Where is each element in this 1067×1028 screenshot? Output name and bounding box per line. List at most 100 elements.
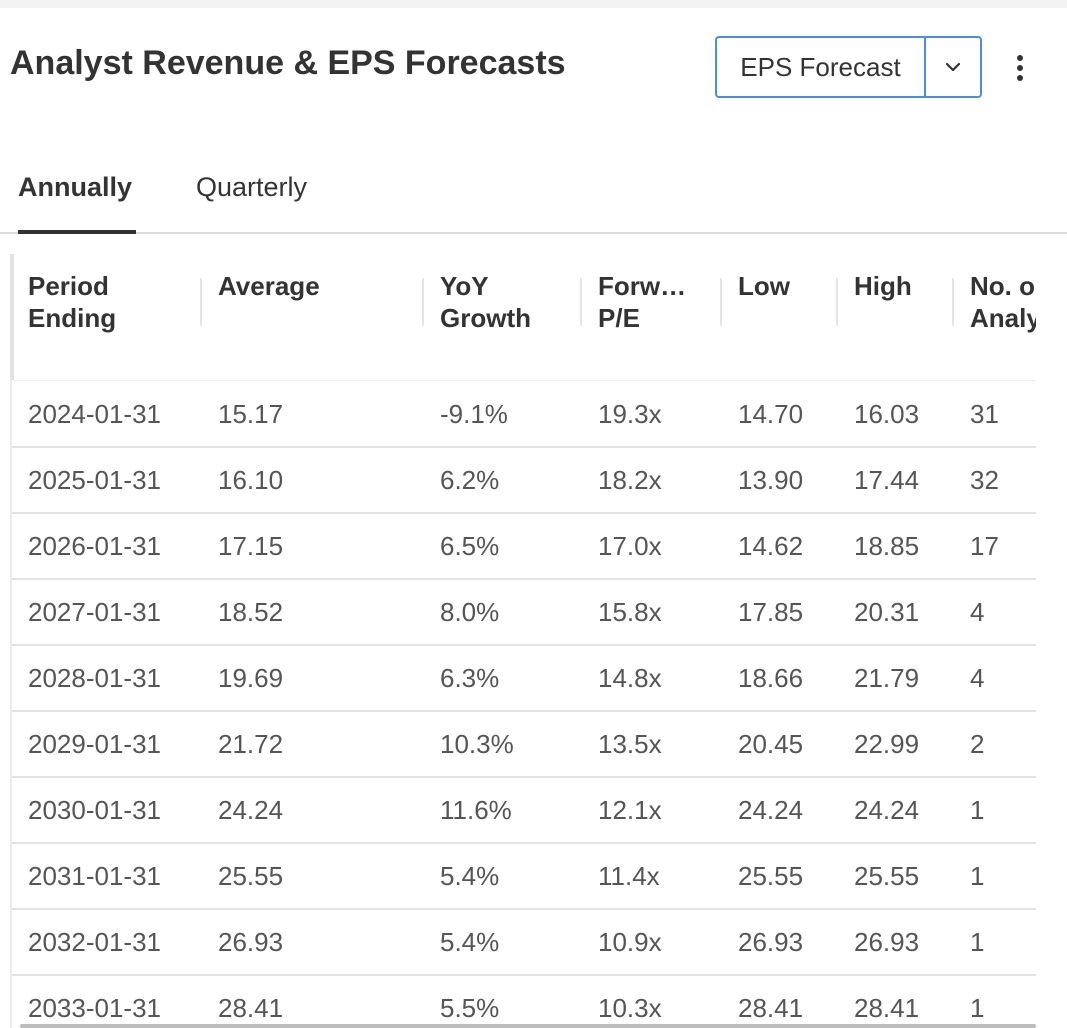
cell-average: 17.15: [218, 531, 284, 561]
cell-high: 24.24: [854, 795, 920, 825]
cell-yoy-growth: 5.4%: [440, 927, 500, 957]
cell-high: 20.31: [854, 597, 920, 627]
cell-period-ending: 2027-01-31: [28, 597, 161, 627]
column-header-low[interactable]: Low: [738, 270, 838, 302]
column-header-line: High: [854, 271, 912, 301]
column-header-line: Ending: [28, 303, 117, 333]
table-row: 2024-01-31 15.17 -9.1% 19.3x 14.70 16.03…: [12, 382, 1036, 448]
column-header-line: Growth: [440, 303, 531, 333]
cell-analyst-count: 4: [970, 663, 985, 693]
cell-period-ending: 2025-01-31: [28, 465, 161, 495]
chevron-down-icon[interactable]: [926, 38, 980, 96]
cell-yoy-growth: -9.1%: [440, 399, 508, 429]
cell-yoy-growth: 11.6%: [440, 795, 512, 825]
column-header-high[interactable]: High: [854, 270, 954, 302]
cell-low: 14.70: [738, 399, 804, 429]
cell-low: 25.55: [738, 861, 804, 891]
cell-average: 19.69: [218, 663, 284, 693]
table-row: 2028-01-31 19.69 6.3% 14.8x 18.66 21.79 …: [12, 646, 1036, 712]
horizontal-scrollbar[interactable]: [20, 1024, 1036, 1028]
column-header-period-ending[interactable]: Period Ending: [28, 270, 198, 334]
cell-analyst-count: 1: [970, 927, 985, 957]
cell-forward-pe: 15.8x: [598, 597, 662, 627]
column-divider: [422, 278, 424, 326]
cell-low: 28.41: [738, 993, 804, 1023]
column-header-line: Period: [28, 271, 109, 301]
cell-high: 21.79: [854, 663, 920, 693]
column-header-line: P/E: [598, 303, 640, 333]
cell-forward-pe: 18.2x: [598, 465, 662, 495]
cell-high: 25.55: [854, 861, 920, 891]
table-row: 2026-01-31 17.15 6.5% 17.0x 14.62 18.85 …: [12, 514, 1036, 580]
column-header-line: Low: [738, 271, 790, 301]
cell-forward-pe: 10.3x: [598, 993, 662, 1023]
forecast-table: Period Ending Average YoY Growth Forw… P…: [10, 254, 1036, 1028]
cell-period-ending: 2026-01-31: [28, 531, 161, 561]
cell-forward-pe: 12.1x: [598, 795, 662, 825]
cell-low: 18.66: [738, 663, 804, 693]
cell-yoy-growth: 6.3%: [440, 663, 500, 693]
column-header-line: Average: [218, 271, 320, 301]
column-header-yoy-growth[interactable]: YoY Growth: [440, 270, 580, 334]
column-divider: [580, 278, 582, 326]
table-row: 2032-01-31 26.93 5.4% 10.9x 26.93 26.93 …: [12, 910, 1036, 976]
cell-average: 15.17: [218, 399, 284, 429]
cell-analyst-count: 32: [970, 465, 999, 495]
column-header-number-of-analysts[interactable]: No. o Analy: [970, 270, 1036, 334]
table-row: 2027-01-31 18.52 8.0% 15.8x 17.85 20.31 …: [12, 580, 1036, 646]
cell-period-ending: 2031-01-31: [28, 861, 161, 891]
cell-high: 18.85: [854, 531, 920, 561]
tab-quarterly[interactable]: Quarterly: [196, 172, 308, 202]
column-header-forward-pe[interactable]: Forw… P/E: [598, 270, 708, 334]
cell-analyst-count: 17: [970, 531, 999, 561]
column-header-line: YoY: [440, 271, 489, 301]
table-left-rule: [10, 254, 14, 380]
column-divider: [200, 278, 202, 326]
table-row: 2029-01-31 21.72 10.3% 13.5x 20.45 22.99…: [12, 712, 1036, 778]
cell-analyst-count: 1: [970, 993, 985, 1023]
cell-high: 28.41: [854, 993, 920, 1023]
tab-annually[interactable]: Annually: [18, 150, 136, 234]
header-divider: [14, 380, 1036, 381]
table-row: 2030-01-31 24.24 11.6% 12.1x 24.24 24.24…: [12, 778, 1036, 844]
cell-analyst-count: 4: [970, 597, 985, 627]
cell-period-ending: 2030-01-31: [28, 795, 161, 825]
forecast-type-dropdown[interactable]: EPS Forecast: [715, 36, 982, 98]
table-left-rule: [10, 380, 12, 1028]
cell-average: 28.41: [218, 993, 284, 1023]
cell-analyst-count: 1: [970, 861, 985, 891]
cell-average: 25.55: [218, 861, 284, 891]
cell-forward-pe: 10.9x: [598, 927, 662, 957]
cell-period-ending: 2028-01-31: [28, 663, 161, 693]
column-header-line: Forw…: [598, 271, 687, 301]
cell-yoy-growth: 10.3%: [440, 729, 514, 759]
cell-average: 24.24: [218, 795, 284, 825]
table-row: 2025-01-31 16.10 6.2% 18.2x 13.90 17.44 …: [12, 448, 1036, 514]
column-header-line: Analy: [970, 303, 1036, 333]
cell-low: 24.24: [738, 795, 804, 825]
cell-forward-pe: 13.5x: [598, 729, 662, 759]
cell-low: 13.90: [738, 465, 804, 495]
cell-average: 21.72: [218, 729, 284, 759]
cell-period-ending: 2024-01-31: [28, 399, 161, 429]
page-title: Analyst Revenue & EPS Forecasts: [10, 44, 566, 82]
table-row: 2031-01-31 25.55 5.4% 11.4x 25.55 25.55 …: [12, 844, 1036, 910]
cell-low: 17.85: [738, 597, 804, 627]
more-vertical-icon[interactable]: [1004, 46, 1036, 90]
column-divider: [952, 278, 954, 326]
period-tabs: Annually Quarterly: [0, 150, 1067, 234]
cell-yoy-growth: 6.2%: [440, 465, 500, 495]
cell-analyst-count: 1: [970, 795, 985, 825]
cell-period-ending: 2032-01-31: [28, 927, 161, 957]
table-header-row: Period Ending Average YoY Growth Forw… P…: [10, 254, 1036, 380]
cell-low: 14.62: [738, 531, 804, 561]
cell-yoy-growth: 5.4%: [440, 861, 500, 891]
cell-analyst-count: 2: [970, 729, 985, 759]
cell-yoy-growth: 5.5%: [440, 993, 500, 1023]
column-divider: [836, 278, 838, 326]
column-header-average[interactable]: Average: [218, 270, 418, 302]
cell-low: 20.45: [738, 729, 804, 759]
cell-forward-pe: 14.8x: [598, 663, 662, 693]
cell-analyst-count: 31: [970, 399, 999, 429]
cell-forward-pe: 11.4x: [598, 861, 660, 891]
